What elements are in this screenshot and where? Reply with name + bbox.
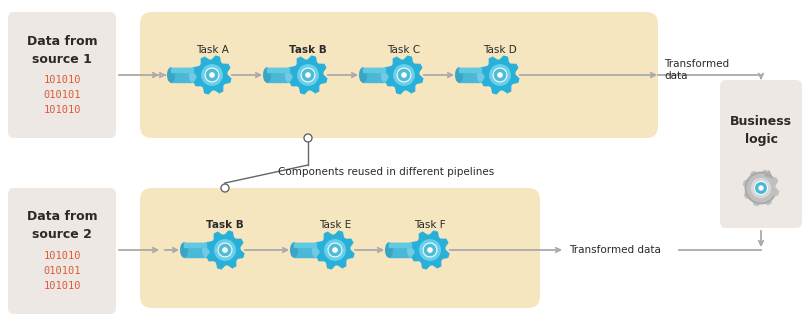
Circle shape <box>397 68 411 82</box>
Circle shape <box>210 73 214 77</box>
Circle shape <box>424 244 436 256</box>
Bar <box>184 243 206 257</box>
Bar <box>171 68 193 72</box>
Circle shape <box>306 73 310 77</box>
Circle shape <box>301 68 315 82</box>
Bar <box>294 243 316 257</box>
Ellipse shape <box>168 68 174 82</box>
Ellipse shape <box>456 68 463 82</box>
Bar <box>267 68 289 82</box>
Circle shape <box>428 248 432 252</box>
Circle shape <box>302 69 313 81</box>
Ellipse shape <box>313 243 319 257</box>
Ellipse shape <box>286 68 292 82</box>
Circle shape <box>493 68 507 82</box>
FancyBboxPatch shape <box>8 12 116 138</box>
Ellipse shape <box>264 68 271 82</box>
Circle shape <box>420 240 440 260</box>
Circle shape <box>205 68 219 82</box>
Polygon shape <box>207 231 244 269</box>
Circle shape <box>394 65 414 85</box>
Ellipse shape <box>386 243 392 257</box>
Circle shape <box>325 240 345 260</box>
Circle shape <box>759 186 763 190</box>
Circle shape <box>298 65 318 85</box>
Bar <box>363 68 385 72</box>
Circle shape <box>202 65 222 85</box>
Text: Task E: Task E <box>319 220 351 230</box>
Text: Data from
source 1: Data from source 1 <box>27 34 97 66</box>
Circle shape <box>215 240 235 260</box>
Text: 101010
010101
101010: 101010 010101 101010 <box>43 251 81 291</box>
Bar <box>267 68 289 72</box>
FancyBboxPatch shape <box>140 188 540 308</box>
Bar <box>459 68 481 72</box>
Text: Data from
source 2: Data from source 2 <box>27 211 97 242</box>
Bar <box>459 68 481 82</box>
Bar <box>294 243 316 247</box>
Polygon shape <box>411 231 449 269</box>
Text: Components reused in different pipelines: Components reused in different pipelines <box>278 167 494 177</box>
Text: 101010
010101
101010: 101010 010101 101010 <box>43 75 81 115</box>
Circle shape <box>330 244 341 256</box>
Circle shape <box>752 178 770 198</box>
Ellipse shape <box>382 68 388 82</box>
Ellipse shape <box>202 243 209 257</box>
Bar <box>171 68 193 82</box>
Circle shape <box>207 69 218 81</box>
Text: Transformed data: Transformed data <box>569 245 661 255</box>
Ellipse shape <box>291 243 297 257</box>
Circle shape <box>494 69 505 81</box>
Ellipse shape <box>181 243 187 257</box>
Circle shape <box>223 248 227 252</box>
Bar <box>389 243 411 257</box>
Ellipse shape <box>407 243 414 257</box>
FancyBboxPatch shape <box>8 188 116 314</box>
Bar <box>363 68 385 82</box>
Circle shape <box>756 183 766 193</box>
Circle shape <box>328 243 342 257</box>
Ellipse shape <box>360 68 366 82</box>
Text: Task A: Task A <box>195 45 228 55</box>
Circle shape <box>399 69 410 81</box>
Ellipse shape <box>190 68 196 82</box>
Text: Transformed
data: Transformed data <box>664 59 729 81</box>
Bar <box>389 243 411 247</box>
Circle shape <box>221 184 229 192</box>
Circle shape <box>304 134 312 142</box>
Ellipse shape <box>478 68 484 82</box>
Circle shape <box>218 243 232 257</box>
Polygon shape <box>481 56 519 94</box>
Text: Task D: Task D <box>483 45 517 55</box>
Circle shape <box>498 73 502 77</box>
Polygon shape <box>744 170 778 206</box>
Circle shape <box>220 244 231 256</box>
FancyBboxPatch shape <box>140 12 658 138</box>
Circle shape <box>490 65 510 85</box>
Circle shape <box>755 182 767 194</box>
Text: Task F: Task F <box>414 220 446 230</box>
FancyBboxPatch shape <box>720 80 802 228</box>
Polygon shape <box>289 56 326 94</box>
Text: Task B: Task B <box>289 45 327 55</box>
Polygon shape <box>193 56 231 94</box>
Bar <box>184 243 206 247</box>
Text: Business
logic: Business logic <box>730 115 792 146</box>
Polygon shape <box>386 56 423 94</box>
Circle shape <box>402 73 406 77</box>
Circle shape <box>333 248 337 252</box>
Polygon shape <box>316 231 354 269</box>
Text: Task C: Task C <box>387 45 420 55</box>
Text: Task B: Task B <box>206 220 244 230</box>
Circle shape <box>424 243 437 257</box>
